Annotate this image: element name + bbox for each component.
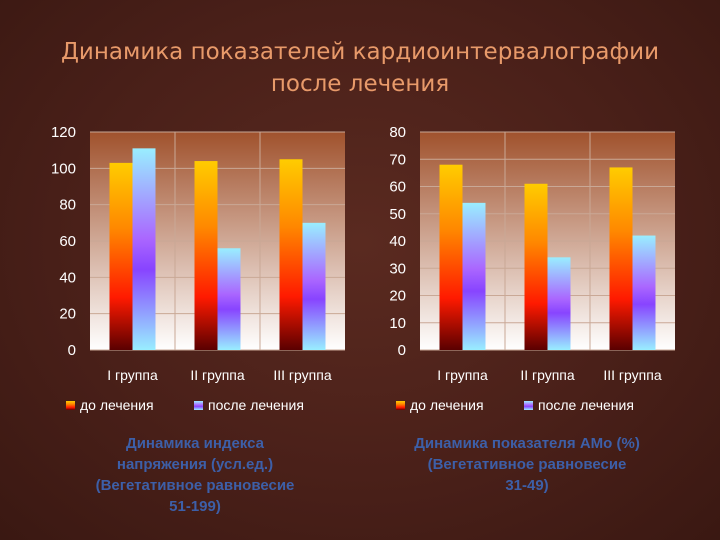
legend-label: до лечения <box>410 397 484 413</box>
y-tick-label: 60 <box>59 233 76 250</box>
x-tick-label: I группа <box>437 367 488 383</box>
x-tick-label: III группа <box>603 367 661 383</box>
y-tick-label: 60 <box>389 179 406 196</box>
bar-before-1 <box>439 164 463 350</box>
y-tick-label: 10 <box>389 315 406 332</box>
legend-swatch <box>396 401 405 410</box>
y-tick-label: 80 <box>389 124 406 141</box>
legend-label: до лечения <box>80 397 154 413</box>
x-tick-label: III группа <box>273 367 331 383</box>
bar-after-1 <box>132 148 156 350</box>
legend-swatch <box>66 401 75 410</box>
bar-before-3 <box>279 159 303 350</box>
caption-amo: Динамика показателя АМо (%) (Вегетативно… <box>414 435 640 494</box>
y-tick-label: 20 <box>59 306 76 323</box>
chart-amo: 0 10 20 30 40 50 60 70 80 I группа II группа III гр… <box>368 118 683 430</box>
y-tick-label: 0 <box>398 342 406 359</box>
legend-swatch <box>194 401 203 410</box>
bar-after-1 <box>462 202 486 350</box>
bar-before-2 <box>524 183 548 350</box>
y-tick-label: 50 <box>389 206 406 223</box>
caption-stress-index: Динамика индекса напряжения (усл.ед.) (В… <box>95 435 295 515</box>
legend-label: после лечения <box>208 397 304 413</box>
y-tick-label: 70 <box>389 151 406 168</box>
slide-title: Динамика показателей кардиоинтервалограф… <box>60 39 660 97</box>
bar-after-3 <box>302 222 326 350</box>
x-tick-label: II группа <box>190 367 245 383</box>
chart-svg-stress-index: 0 20 40 60 80 100 120 I группа II группа III груп… <box>51 124 345 413</box>
bar-before-1 <box>109 162 133 350</box>
chart-svg-amo: 0 10 20 30 40 50 60 70 80 I группа II группа III гр… <box>389 124 675 413</box>
legend-label: после лечения <box>538 397 634 413</box>
y-tick-label: 30 <box>389 260 406 277</box>
x-tick-label: I группа <box>107 367 158 383</box>
y-tick-label: 100 <box>51 160 76 177</box>
legend-swatch <box>524 401 533 410</box>
y-tick-label: 80 <box>59 197 76 214</box>
bar-after-2 <box>547 257 571 350</box>
x-tick-label: II группа <box>520 367 575 383</box>
bar-after-2 <box>217 248 241 350</box>
y-tick-label: 40 <box>59 269 76 286</box>
bar-after-3 <box>632 235 656 350</box>
bar-before-3 <box>609 167 633 350</box>
bar-before-2 <box>194 161 218 350</box>
chart-stress-index: 0 20 40 60 80 100 120 I группа II группа III груп… <box>38 118 353 430</box>
y-tick-label: 0 <box>68 342 76 359</box>
y-tick-label: 120 <box>51 124 76 141</box>
y-tick-label: 40 <box>389 233 406 250</box>
y-tick-label: 20 <box>389 288 406 305</box>
